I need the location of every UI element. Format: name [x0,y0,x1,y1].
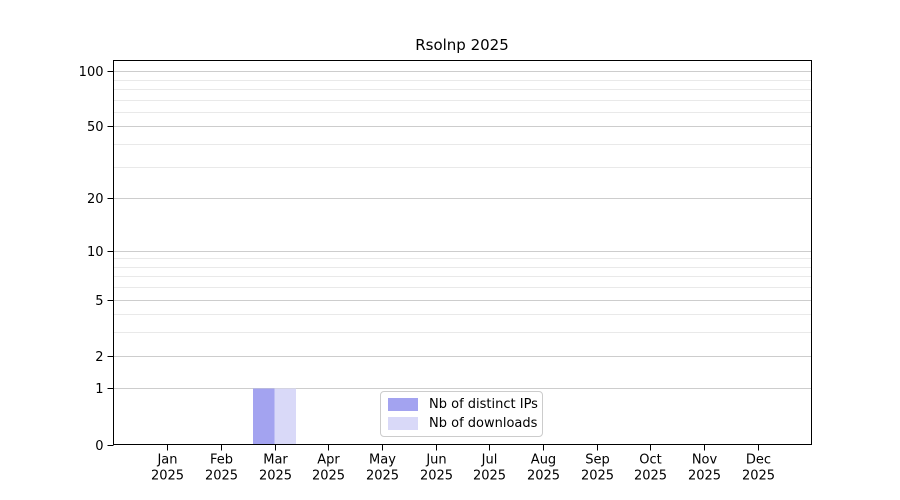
y-axis-tick-label: 50 [87,120,104,135]
y-axis-tick-label: 2 [95,350,103,365]
chart-title: Rsolnp 2025 [415,36,509,54]
y-axis-tick-label: 5 [95,294,103,309]
bar-nb-of-distinct-ips [253,388,275,445]
legend-item-distinct-ips: Nb of distinct IPs [388,397,538,412]
legend: Nb of distinct IPs Nb of downloads [380,391,543,437]
x-axis-tick-label: Dec 2025 [742,453,775,484]
y-axis-tick-label: 0 [95,439,103,454]
x-axis-tick-label: Mar 2025 [259,453,292,484]
y-axis-tick-label: 20 [87,192,104,207]
legend-label-downloads: Nb of downloads [429,416,538,431]
x-axis-tick-label: May 2025 [366,453,399,484]
legend-item-downloads: Nb of downloads [388,416,538,431]
legend-swatch-downloads-icon [388,417,418,430]
legend-swatch-distinct-ips-icon [388,398,418,411]
legend-label-distinct-ips: Nb of distinct IPs [429,397,538,412]
x-axis-tick-label: Jan 2025 [151,453,184,484]
x-axis-tick-label: Nov 2025 [688,453,721,484]
x-axis-tick-label: Jul 2025 [473,453,506,484]
x-axis-tick-label: Sep 2025 [581,453,614,484]
x-axis-tick-label: Aug 2025 [527,453,560,484]
y-axis-tick-label: 1 [95,382,103,397]
x-axis-tick-label: Jun 2025 [420,453,453,484]
x-axis-tick-label: Apr 2025 [312,453,345,484]
x-axis-tick-label: Feb 2025 [205,453,238,484]
bar-nb-of-downloads [274,388,297,445]
x-axis-tick-label: Oct 2025 [634,453,667,484]
plot-border [113,60,812,445]
y-axis-tick-label: 10 [87,245,104,260]
y-axis-tick-label: 100 [79,65,104,80]
